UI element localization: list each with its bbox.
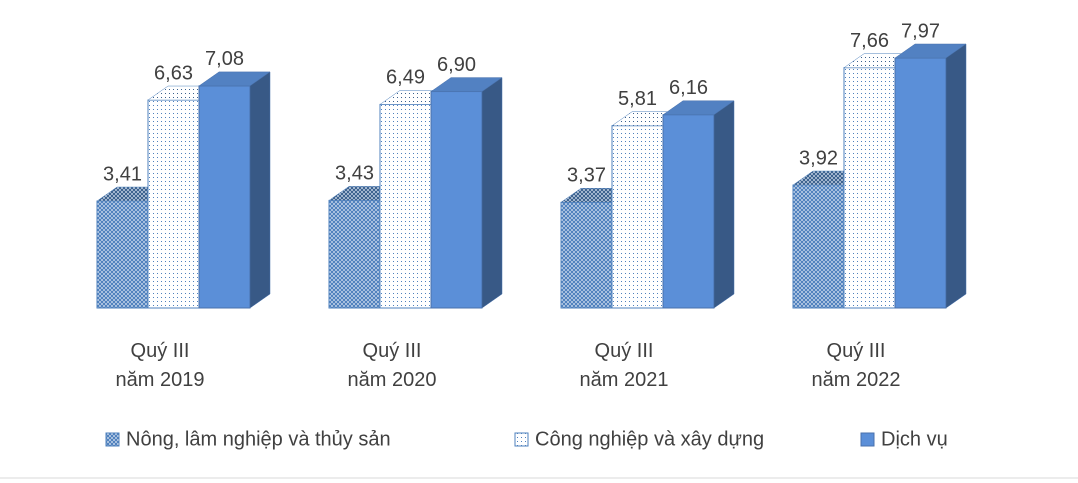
bar-front — [147, 99, 200, 309]
data-label: 6,90 — [437, 54, 476, 76]
legend-label: Nông, lâm nghiệp và thủy sản — [126, 428, 391, 450]
bar-front — [560, 201, 613, 309]
bar-front — [843, 67, 896, 309]
data-label: 3,43 — [335, 163, 374, 185]
data-label: 7,66 — [850, 30, 889, 52]
data-label: 6,49 — [386, 67, 425, 89]
legend-label: Dịch vụ — [881, 428, 948, 450]
data-label: 7,08 — [205, 48, 244, 70]
x-tick-label: Quý III năm 2022 — [812, 340, 901, 391]
bar-side — [481, 77, 503, 309]
x-tick-label: Quý III năm 2021 — [580, 340, 669, 391]
data-label: 3,41 — [103, 163, 142, 185]
bar-front — [96, 200, 149, 309]
x-tick-label: Quý III năm 2019 — [116, 340, 205, 391]
legend-swatch — [105, 432, 120, 447]
bar-front — [430, 91, 483, 309]
data-label: 7,97 — [901, 20, 940, 42]
data-label: 3,92 — [799, 147, 838, 169]
bar-front — [379, 103, 432, 309]
x-tick-label: Quý III năm 2020 — [348, 340, 437, 391]
bar-front — [792, 184, 845, 309]
legend-label: Công nghiệp và xây dựng — [535, 428, 764, 450]
data-label: 6,63 — [154, 62, 193, 84]
legend-swatch — [860, 432, 875, 447]
bar-side — [249, 71, 271, 309]
data-label: 3,37 — [567, 165, 606, 187]
bar-front — [198, 85, 251, 309]
bar-front — [611, 125, 664, 309]
bar-side — [945, 43, 967, 309]
legend-swatch — [514, 432, 529, 447]
data-label: 5,81 — [618, 88, 657, 110]
data-label: 6,16 — [669, 77, 708, 99]
bar-front — [894, 57, 947, 309]
bar-front — [662, 114, 715, 309]
bar-front — [328, 199, 381, 309]
bar-side — [713, 100, 735, 309]
